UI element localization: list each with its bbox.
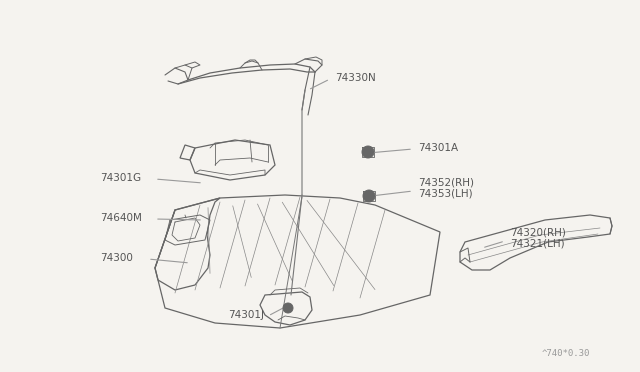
Text: 74320(RH)
74321(LH): 74320(RH) 74321(LH) xyxy=(510,227,566,249)
Circle shape xyxy=(367,194,371,198)
Circle shape xyxy=(366,150,370,154)
Circle shape xyxy=(363,190,375,202)
Text: 74352(RH)
74353(LH): 74352(RH) 74353(LH) xyxy=(418,177,474,199)
Text: ^740*0.30: ^740*0.30 xyxy=(541,349,590,358)
Circle shape xyxy=(283,303,293,313)
Text: 74301J: 74301J xyxy=(228,310,264,320)
Circle shape xyxy=(362,146,374,158)
Text: 74640M: 74640M xyxy=(100,213,142,223)
Circle shape xyxy=(286,306,290,310)
Text: 74330N: 74330N xyxy=(335,73,376,83)
Text: 74301G: 74301G xyxy=(100,173,141,183)
Text: 74300: 74300 xyxy=(100,253,133,263)
Text: 74301A: 74301A xyxy=(418,143,458,153)
